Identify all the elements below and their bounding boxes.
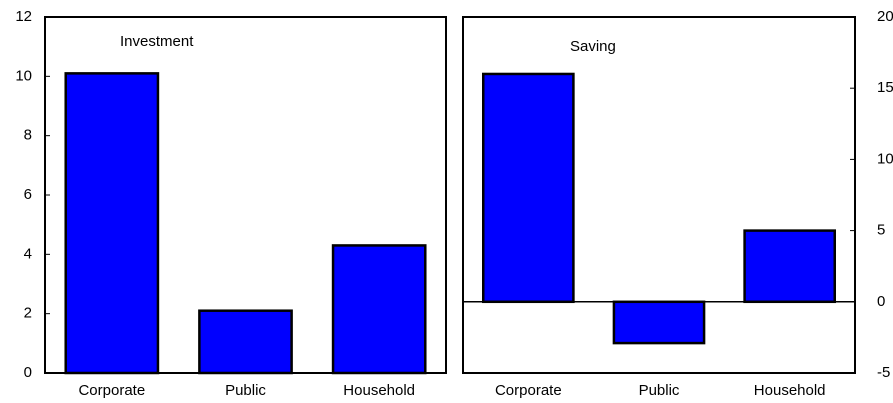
y-tick-label: 6 [24,186,32,203]
y-tick-label: 2 [24,305,32,322]
bar [331,244,427,375]
plot-frame [462,16,856,374]
x-tick-label: Corporate [78,382,145,399]
bar [482,72,575,304]
bar [612,300,706,345]
x-tick-label: Public [639,382,680,399]
y-tick-label: 12 [15,8,32,25]
x-tick-label: Household [754,382,826,399]
y-tick-label: 10 [15,67,32,84]
y-tick-label: 10 [877,150,893,167]
y-tick-label: 4 [24,245,32,262]
y-tick-label: 0 [877,293,885,310]
y-tick-label: 0 [24,364,32,381]
chart-title: Saving [570,38,616,55]
chart-title: Investment [120,33,194,50]
bar [743,229,836,304]
y-tick-label: 15 [877,79,893,96]
y-tick-label: -5 [877,364,890,381]
x-tick-label: Public [225,382,266,399]
y-tick-label: 20 [877,8,893,25]
x-tick-label: Household [343,382,415,399]
bar [198,309,293,375]
x-tick-label: Corporate [495,382,562,399]
y-tick-label: 8 [24,127,32,144]
y-tick-label: 5 [877,222,885,239]
bar [64,72,160,375]
